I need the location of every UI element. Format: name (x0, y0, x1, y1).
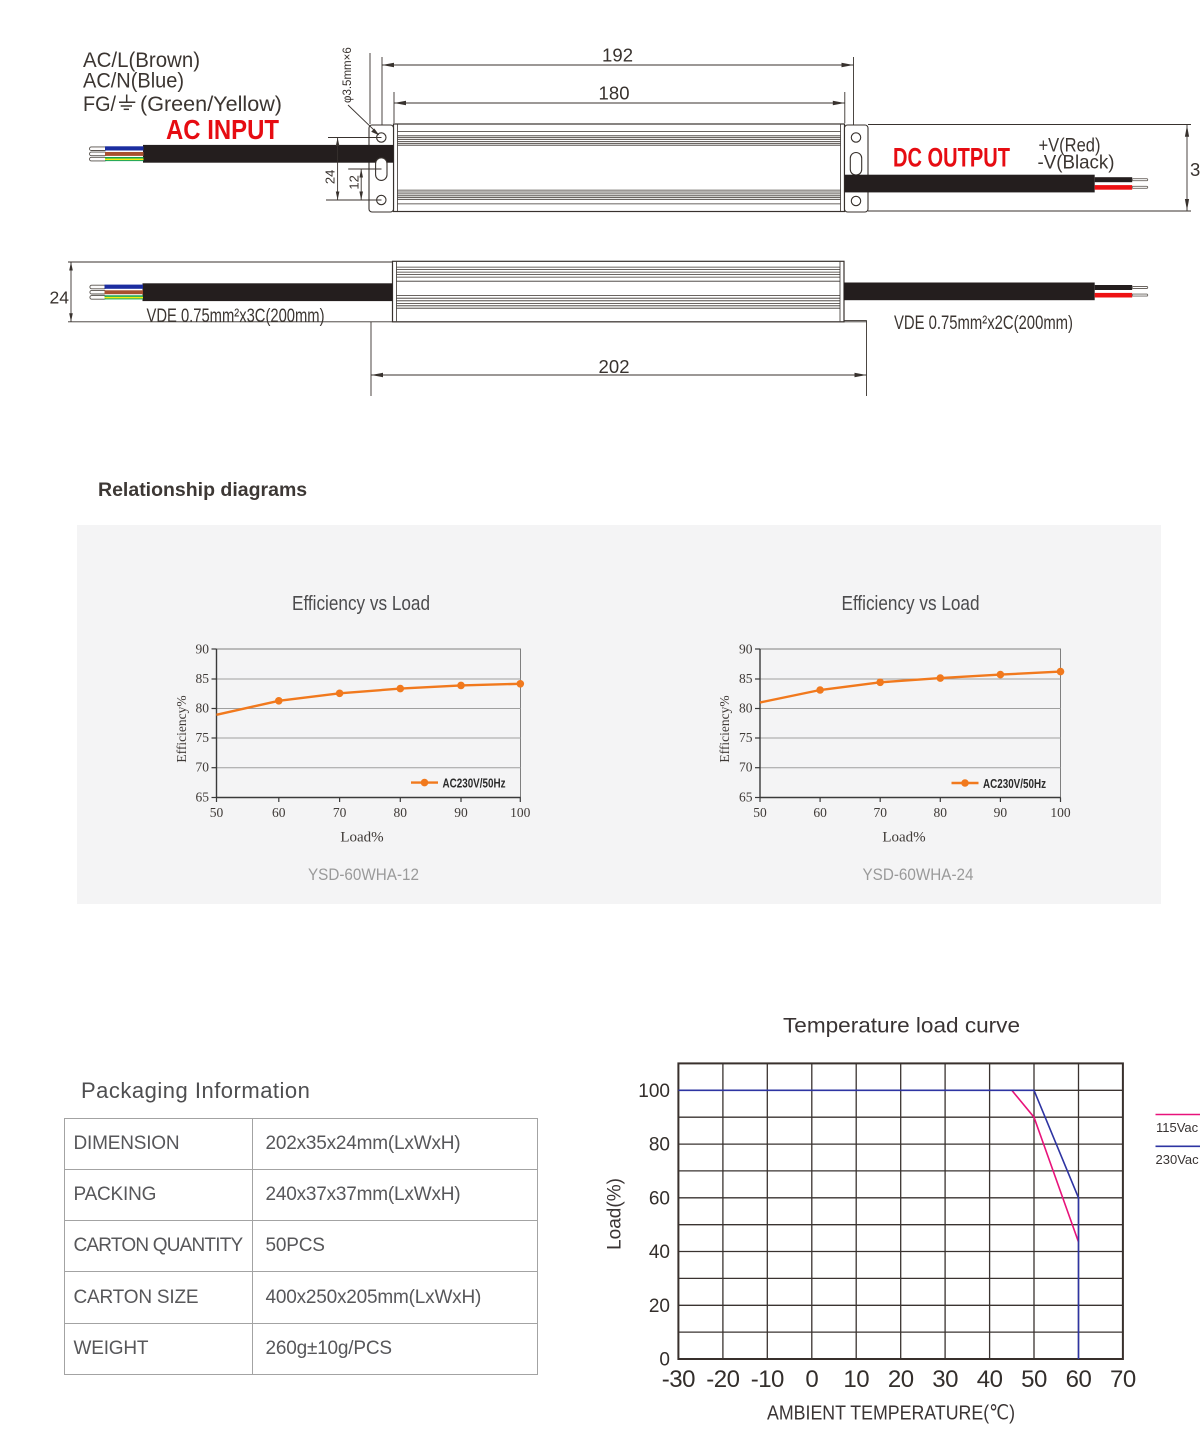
svg-text:90: 90 (454, 805, 468, 820)
svg-text:-20: -20 (706, 1366, 739, 1393)
svg-text:60: 60 (1066, 1366, 1092, 1393)
svg-text:AC/L(Brown): AC/L(Brown) (83, 48, 200, 72)
svg-text:AC230V/50Hz: AC230V/50Hz (443, 776, 506, 791)
svg-text:192: 192 (602, 45, 633, 66)
svg-text:Efficiency%: Efficiency% (174, 695, 189, 762)
svg-text:202: 202 (599, 356, 630, 377)
svg-text:Efficiency%: Efficiency% (717, 695, 732, 762)
svg-text:50: 50 (210, 805, 224, 820)
svg-text:65: 65 (196, 790, 210, 805)
svg-text:80: 80 (649, 1135, 670, 1156)
svg-text:(Green/Yellow): (Green/Yellow) (140, 92, 282, 116)
svg-text:DC OUTPUT: DC OUTPUT (893, 143, 1010, 173)
svg-text:24: 24 (50, 288, 70, 308)
svg-text:100: 100 (1050, 805, 1071, 820)
svg-text:60: 60 (649, 1188, 670, 1209)
svg-text:0: 0 (659, 1350, 670, 1371)
svg-text:80: 80 (196, 701, 210, 716)
svg-text:+V(Red): +V(Red) (1039, 135, 1101, 157)
svg-text:φ3.5mm×6: φ3.5mm×6 (342, 47, 354, 103)
svg-text:AC/N(Blue): AC/N(Blue) (83, 69, 184, 93)
svg-text:85: 85 (739, 671, 753, 686)
svg-text:Load(%): Load(%) (605, 1178, 626, 1250)
svg-text:AMBIENT TEMPERATURE(℃): AMBIENT TEMPERATURE(℃) (767, 1402, 1015, 1425)
svg-text:40: 40 (649, 1242, 670, 1263)
svg-text:230Vac: 230Vac (1156, 1152, 1200, 1167)
svg-text:Load%: Load% (882, 830, 925, 846)
svg-text:60: 60 (813, 805, 827, 820)
svg-text:AC INPUT: AC INPUT (166, 114, 279, 145)
svg-text:FG/: FG/ (83, 92, 116, 116)
svg-text:50: 50 (753, 805, 767, 820)
svg-text:70: 70 (196, 760, 210, 775)
svg-text:Efficiency vs Load: Efficiency vs Load (842, 593, 980, 615)
svg-text:VDE 0.75mm²x3C(200mm): VDE 0.75mm²x3C(200mm) (147, 305, 325, 327)
svg-text:90: 90 (739, 642, 753, 657)
svg-text:40: 40 (977, 1366, 1003, 1393)
svg-text:100: 100 (510, 805, 531, 820)
svg-text:115Vac: 115Vac (1156, 1120, 1199, 1135)
svg-text:30: 30 (932, 1366, 958, 1393)
svg-text:35: 35 (1190, 159, 1200, 180)
svg-text:70: 70 (1110, 1366, 1136, 1393)
svg-text:80: 80 (739, 701, 753, 716)
svg-text:80: 80 (934, 805, 948, 820)
svg-text:70: 70 (873, 805, 887, 820)
svg-text:Efficiency vs Load: Efficiency vs Load (292, 593, 430, 615)
svg-text:VDE 0.75mm²x2C(200mm): VDE 0.75mm²x2C(200mm) (894, 312, 1073, 334)
svg-text:12: 12 (346, 175, 361, 189)
svg-text:YSD-60WHA-24: YSD-60WHA-24 (863, 866, 974, 884)
svg-text:75: 75 (196, 730, 210, 745)
svg-text:20: 20 (888, 1366, 914, 1393)
svg-text:85: 85 (196, 671, 210, 686)
svg-text:100: 100 (638, 1081, 670, 1102)
svg-text:Load%: Load% (340, 830, 383, 846)
svg-text:20: 20 (649, 1296, 670, 1317)
svg-text:-V(Black): -V(Black) (1038, 152, 1115, 174)
svg-text:90: 90 (994, 805, 1008, 820)
svg-text:Temperature load curve: Temperature load curve (783, 1014, 1020, 1038)
svg-text:50: 50 (1021, 1366, 1047, 1393)
svg-text:AC230V/50Hz: AC230V/50Hz (983, 776, 1046, 791)
svg-text:70: 70 (739, 760, 753, 775)
svg-text:24: 24 (323, 170, 338, 184)
svg-text:60: 60 (272, 805, 286, 820)
svg-text:70: 70 (333, 805, 347, 820)
svg-text:65: 65 (739, 790, 753, 805)
svg-text:90: 90 (196, 642, 210, 657)
svg-text:80: 80 (394, 805, 408, 820)
svg-text:10: 10 (843, 1366, 869, 1393)
svg-text:0: 0 (805, 1366, 818, 1393)
svg-text:75: 75 (739, 730, 753, 745)
svg-text:180: 180 (599, 83, 630, 104)
svg-text:-10: -10 (751, 1366, 784, 1393)
svg-text:YSD-60WHA-12: YSD-60WHA-12 (308, 866, 419, 884)
svg-text:-30: -30 (662, 1366, 695, 1393)
